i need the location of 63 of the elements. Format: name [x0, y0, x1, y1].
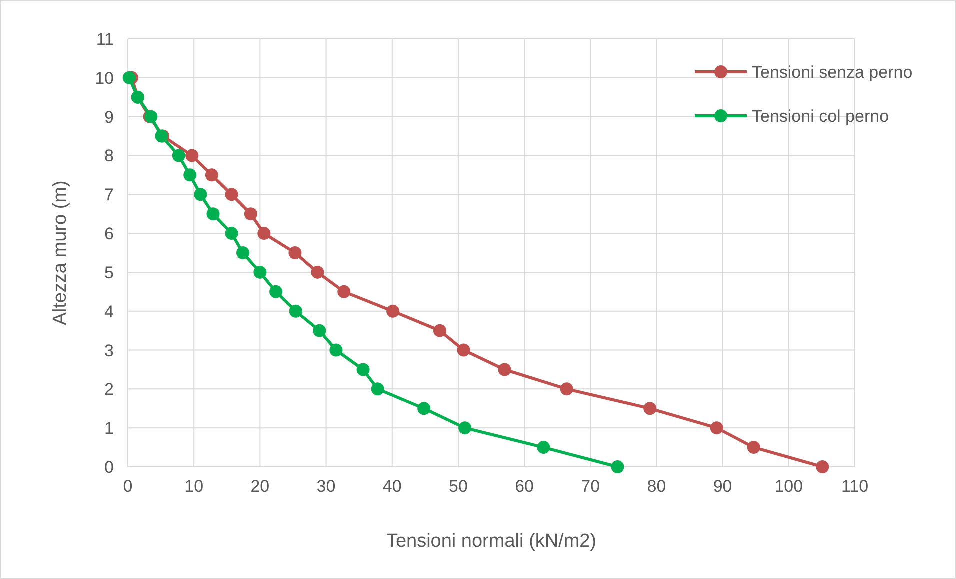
point [254, 266, 267, 279]
y-tick-label: 3 [104, 341, 114, 360]
point [225, 227, 238, 240]
y-tick-label: 10 [95, 68, 114, 88]
point [236, 246, 250, 260]
point [244, 208, 258, 221]
x-tick-label: 0 [123, 477, 133, 496]
point [206, 208, 220, 221]
legend-label: Tensioni senza perno [752, 63, 913, 82]
x-tick-label: 90 [713, 477, 732, 496]
point [644, 402, 657, 416]
y-tick-label: 1 [104, 419, 114, 438]
point [172, 149, 186, 162]
x-axis-title: Tensioni normali (kN/m2) [386, 531, 597, 552]
y-tick-label: 5 [104, 263, 114, 282]
x-tick-label: 80 [647, 477, 666, 496]
point [710, 422, 724, 435]
point [194, 188, 208, 202]
x-tick-label: 60 [515, 477, 534, 496]
x-tick-label: 100 [774, 477, 804, 496]
x-tick-label: 20 [250, 477, 270, 496]
y-tick-label: 0 [104, 458, 114, 477]
point [560, 382, 574, 396]
x-tick-label: 70 [581, 477, 600, 496]
point [458, 422, 472, 435]
point [537, 441, 550, 454]
point [330, 344, 343, 357]
x-tick-label: 30 [316, 477, 336, 496]
y-tick-label: 11 [96, 30, 114, 49]
point [186, 149, 199, 162]
point [311, 266, 324, 279]
point [313, 324, 326, 338]
x-tick-label: 40 [382, 477, 402, 496]
point [498, 363, 512, 376]
legend-label: Tensioni col perno [752, 107, 890, 126]
point [184, 168, 197, 182]
point [205, 168, 218, 182]
point [611, 460, 624, 474]
point [457, 344, 470, 357]
y-tick-label: 2 [104, 380, 114, 400]
point [225, 188, 238, 202]
point [270, 285, 283, 298]
point [288, 246, 302, 260]
point [289, 304, 302, 318]
point [258, 227, 271, 240]
point [816, 460, 830, 474]
point [122, 71, 136, 84]
point [338, 285, 351, 298]
y-tick-label: 4 [104, 302, 114, 322]
y-axis-title: Altezza muro (m) [50, 180, 71, 326]
point [371, 382, 384, 396]
y-tick-label: 7 [104, 186, 114, 205]
point [356, 363, 370, 376]
x-tick-label: 50 [448, 477, 468, 496]
y-tick-label: 8 [104, 146, 114, 166]
point [386, 304, 400, 318]
point [433, 324, 446, 338]
point [747, 441, 760, 454]
x-tick-label: 110 [841, 477, 869, 496]
point [418, 402, 431, 416]
y-tick-label: 6 [104, 224, 114, 244]
y-tick-label: 9 [104, 108, 114, 127]
x-tick-label: 10 [184, 477, 204, 496]
